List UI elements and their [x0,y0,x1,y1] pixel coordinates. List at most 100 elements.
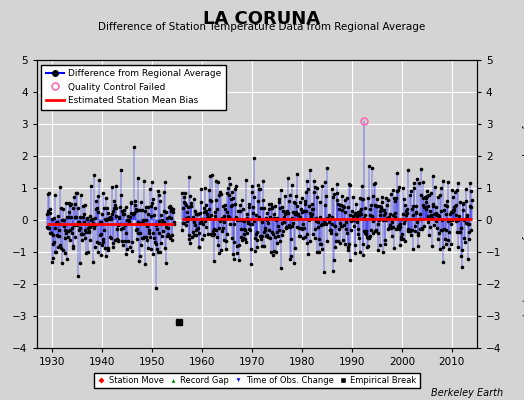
Point [420,223,429,229]
Point [319,221,328,227]
Point [82,228,90,235]
Point [404,228,412,234]
Point [239,226,248,232]
Point [203,215,212,222]
Point [282,224,291,230]
Point [259,178,267,184]
Point [217,228,226,234]
Point [52,249,60,255]
Point [288,182,297,189]
Point [165,204,173,210]
Point [338,223,346,229]
Point [291,245,300,251]
Point [139,216,147,223]
Point [423,203,432,209]
Point [249,209,257,216]
Point [442,227,450,233]
Point [211,209,220,215]
Point [410,180,419,186]
Point [143,223,151,229]
Point [447,240,455,247]
Point [288,215,296,222]
Point [289,199,298,206]
Point [69,244,77,251]
Point [169,221,178,228]
Point [455,213,463,219]
Point [376,242,384,248]
Point [156,220,165,227]
Point [138,235,146,241]
Point [299,221,307,227]
Point [246,227,254,233]
Point [433,212,441,218]
Point [293,203,301,209]
Point [136,199,145,206]
Point [205,206,213,212]
Point [325,218,333,225]
Point [198,236,206,242]
Point [436,227,445,233]
Point [118,238,126,244]
Point [143,236,151,243]
Point [392,194,400,201]
Point [277,187,285,193]
Point [97,252,105,258]
Point [179,220,187,226]
Point [410,228,419,234]
Point [74,219,83,225]
Point [59,217,67,223]
Point [216,189,224,195]
Point [106,234,114,240]
Point [443,198,451,205]
Point [237,236,246,243]
Point [117,226,125,232]
Point [90,224,99,231]
Point [114,222,123,228]
Point [256,185,265,192]
Point [71,214,79,220]
Point [86,224,94,230]
Point [193,225,202,231]
Point [417,192,425,198]
Point [152,285,160,291]
Point [443,218,452,224]
Point [347,226,355,233]
Point [416,226,424,232]
Point [220,237,228,243]
Point [452,217,461,224]
Point [379,207,388,213]
Point [70,201,79,207]
Point [314,236,323,242]
Point [434,236,443,242]
Point [324,215,332,222]
Point [332,181,341,187]
Point [60,223,69,229]
Point [359,241,367,247]
Legend: Station Move, Record Gap, Time of Obs. Change, Empirical Break: Station Move, Record Gap, Time of Obs. C… [94,373,420,388]
Point [269,248,278,254]
Point [230,256,238,262]
Point [281,209,290,215]
Point [232,243,241,249]
Point [285,198,293,205]
Point [418,225,427,232]
Point [252,212,260,218]
Point [365,234,373,241]
Point [214,192,223,198]
Point [107,215,115,221]
Point [406,187,414,194]
Point [300,224,308,231]
Point [321,202,329,208]
Point [130,209,138,216]
Point [455,199,464,205]
Point [81,227,90,234]
Point [293,212,302,218]
Point [264,220,272,227]
Point [77,214,85,220]
Point [372,203,380,209]
Point [192,211,201,217]
Point [218,214,226,221]
Point [158,232,167,239]
Point [441,236,449,242]
Point [51,225,60,232]
